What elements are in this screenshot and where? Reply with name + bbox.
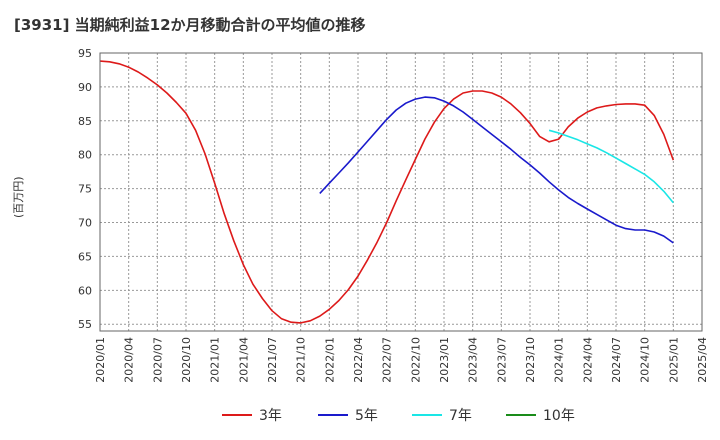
series-line [548, 129, 674, 204]
x-tick-label: 2024/07 [610, 337, 623, 383]
x-tick-label: 2023/07 [495, 337, 508, 383]
series-line [99, 60, 675, 324]
x-tick-label: 2023/01 [438, 337, 451, 383]
x-tick-label: 2021/04 [237, 337, 250, 383]
y-tick-label: 85 [78, 115, 92, 128]
y-tick-label: 90 [78, 81, 92, 94]
y-tick-label: 75 [78, 183, 92, 196]
legend-label: 3年 [259, 408, 282, 424]
legend-label: 5年 [355, 408, 378, 424]
y-tick-labels: 55 60 65 70 75 80 85 90 95 [78, 47, 92, 331]
chart-title: [3931] 当期純利益12か月移動合計の平均値の推移 [14, 16, 366, 34]
y-tick-label: 95 [78, 47, 92, 60]
x-tick-label: 2021/07 [266, 337, 279, 383]
y-tick-label: 55 [78, 318, 92, 331]
y-tick-label: 60 [78, 284, 92, 297]
x-tick-labels: 2020/01 2020/04 2020/07 2020/10 2021/01 2021/… [94, 337, 709, 383]
x-tick-label: 2022/01 [323, 337, 336, 383]
y-tick-label: 70 [78, 217, 92, 230]
x-tick-label: 2020/01 [94, 337, 107, 383]
y-tick-label: 65 [78, 250, 92, 263]
x-tick-label: 2021/10 [295, 337, 308, 383]
x-tick-label: 2024/01 [553, 337, 566, 383]
x-tick-label: 2024/04 [581, 337, 594, 383]
x-tick-label: 2023/04 [467, 337, 480, 383]
legend-label: 10年 [543, 408, 575, 424]
x-tick-label: 2020/07 [151, 337, 164, 383]
x-tick-label: 2020/10 [180, 337, 193, 383]
x-tick-label: 2025/04 [696, 337, 709, 383]
x-tick-label: 2023/10 [524, 337, 537, 383]
x-tick-label: 2025/01 [667, 337, 680, 383]
series-lines [99, 60, 675, 324]
legend: 3年 5年 7年 10年 [222, 408, 575, 424]
x-tick-label: 2020/04 [123, 337, 136, 383]
plot-area-frame [99, 52, 703, 332]
legend-label: 7年 [449, 408, 472, 424]
x-tick-label: 2021/01 [209, 337, 222, 383]
series-line [319, 96, 674, 244]
x-tick-label: 2022/04 [352, 337, 365, 383]
x-tick-label: 2022/07 [381, 337, 394, 383]
x-tick-label: 2022/10 [409, 337, 422, 383]
y-tick-label: 80 [78, 149, 92, 162]
x-tick-label: 2024/10 [639, 337, 652, 383]
